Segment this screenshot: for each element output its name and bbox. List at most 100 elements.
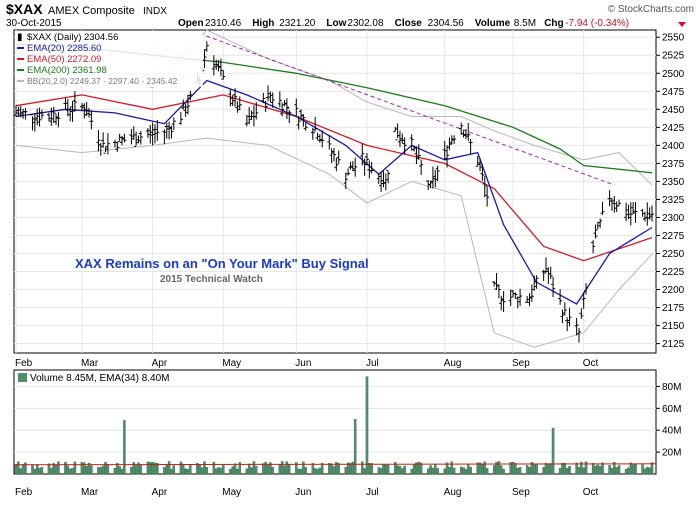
ohlc-bar (79, 103, 84, 111)
ohlc-bar (216, 60, 221, 72)
volume-bar (580, 461, 583, 475)
ohlc-bar (362, 158, 367, 176)
volume-bar (365, 376, 369, 475)
volume-bar (184, 468, 187, 475)
volume-bar (137, 462, 140, 475)
ohlc-bar (499, 295, 504, 311)
volume-bar (278, 464, 282, 475)
volume-bar (212, 461, 216, 475)
ohlc-bar (475, 156, 480, 167)
volume-bar (304, 467, 307, 475)
quote-label-5: Chg (544, 18, 563, 29)
ohlc-bar (329, 148, 334, 164)
price-y-tick-label: 2125 (662, 339, 685, 350)
ohlc-bar (284, 98, 289, 120)
ohlc-bar (228, 88, 233, 107)
ohlc-bar (183, 103, 188, 117)
quote-label-3: Close (395, 18, 423, 29)
ohlc-bar (496, 284, 501, 299)
ohlc-bar (30, 114, 35, 131)
ohlc-bar (129, 129, 134, 145)
ohlc-bar (508, 289, 513, 307)
x-tick-label-bottom: Apr (152, 487, 168, 498)
ohlc-bar (442, 140, 447, 160)
volume-bar (650, 462, 654, 475)
volume-bar (38, 467, 41, 475)
ohlc-bar (46, 112, 51, 122)
volume-bar (426, 468, 430, 475)
volume-bar (313, 468, 317, 475)
annotation-subtitle: 2015 Technical Watch (160, 274, 263, 285)
ohlc-bar (171, 117, 176, 131)
ohlc-bar (560, 309, 565, 324)
ema50-line (15, 94, 653, 262)
ohlc-bar (515, 296, 520, 309)
volume-bar (311, 463, 315, 475)
volume-bar (285, 461, 289, 475)
price-y-tick-label: 2175 (662, 303, 685, 314)
volume-bar (535, 464, 538, 475)
volume-bar (563, 462, 567, 475)
volume-bar (17, 461, 20, 475)
ohlc-bar (534, 275, 539, 289)
ohlc-bar (397, 130, 402, 147)
volume-bar (624, 468, 628, 475)
volume-y-tick-label: 20M (662, 448, 681, 459)
ohlc-bar (261, 92, 266, 104)
trendline (199, 33, 615, 186)
price-y-tick-label: 2375 (662, 159, 685, 170)
x-tick-label-bottom: Oct (583, 487, 599, 498)
volume-bar (47, 463, 51, 475)
ohlc-bar (343, 172, 348, 190)
volume-bar (478, 462, 482, 475)
volume-bar (641, 464, 644, 475)
ohlc-bar (263, 100, 268, 113)
volume-bar (648, 467, 651, 475)
volume-bar (615, 467, 618, 475)
volume-bar (363, 468, 366, 475)
volume-bar (382, 464, 385, 475)
volume-bar (429, 465, 432, 475)
ohlc-bar (270, 92, 275, 108)
volume-grid (14, 385, 656, 453)
ohlc-bar (87, 107, 92, 118)
ohlc-bar (268, 91, 273, 103)
volume-bar (617, 465, 621, 475)
volume-bar (316, 468, 319, 475)
ohlc-bar (544, 257, 548, 273)
ohlc-bar (49, 107, 54, 126)
volume-bar (497, 461, 501, 475)
ohlc-bar (204, 41, 209, 52)
brand-logo: © StockCharts.com (608, 4, 694, 15)
volume-bar (14, 463, 18, 475)
ohlc-bar (478, 158, 483, 172)
volume-legend: Volume 8.45M, EMA(34) 8.40M (18, 373, 170, 384)
volume-bar (24, 462, 27, 475)
volume-bar (528, 466, 531, 475)
volume-bar (116, 463, 119, 475)
price-y-tick-label: 2350 (662, 177, 685, 188)
volume-bar (196, 462, 199, 475)
ohlc-bar (336, 150, 341, 164)
volume-bar (608, 465, 611, 475)
volume-bar (436, 468, 439, 475)
ohlc-bar (409, 134, 414, 151)
price-y-tick-label: 2450 (662, 105, 685, 116)
volume-bar (205, 467, 209, 475)
volume-bar (113, 467, 117, 475)
volume-bar (629, 462, 633, 475)
ohlc-bar (395, 123, 400, 141)
x-axis-bottom: Feb Mar Apr May Jun Jul Aug Sep Oct (15, 487, 598, 498)
ohlc-bar (565, 317, 570, 332)
volume-bar (582, 467, 585, 475)
volume-bar (203, 461, 206, 475)
quote-value-5: -7.94 (-0.34%) (565, 18, 629, 29)
ohlc-bar (447, 137, 452, 151)
volume-bar (544, 462, 548, 475)
volume-bar (87, 462, 91, 475)
volume-bar (302, 461, 305, 475)
ohlc-bar (595, 221, 600, 231)
ohlc-bar (105, 133, 110, 155)
volume-bar (250, 467, 253, 475)
